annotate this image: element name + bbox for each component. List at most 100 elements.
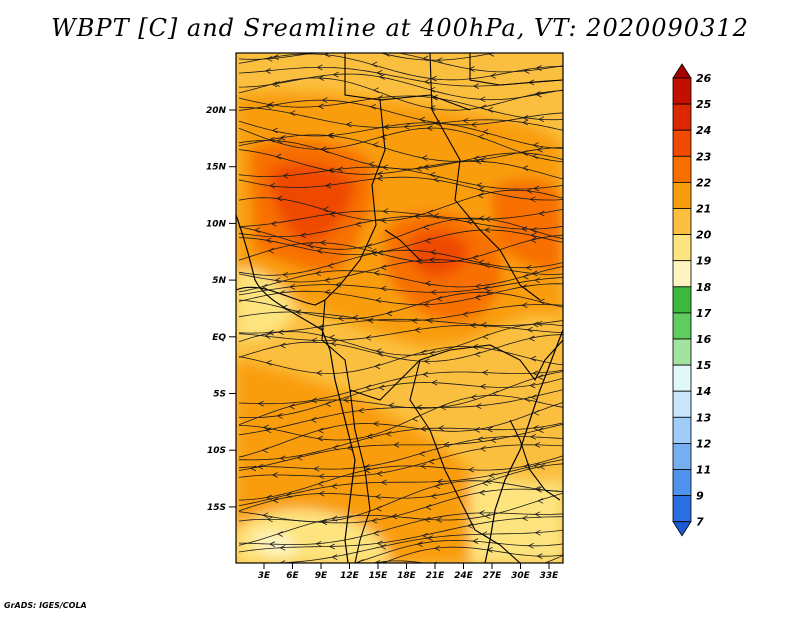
streamline: [354, 539, 563, 563]
streamline-arrow: [328, 543, 335, 550]
streamline-arrow: [416, 541, 423, 547]
streamline-arrow: [429, 86, 436, 93]
streamline-arrow: [357, 559, 364, 563]
streamline-arrow: [416, 258, 423, 265]
streamline-arrow: [262, 447, 269, 454]
streamline-arrow: [530, 227, 537, 233]
streamline-arrow: [321, 97, 328, 104]
streamline-arrow: [310, 417, 317, 423]
streamline-arrow: [490, 437, 497, 444]
streamline-arrow: [365, 334, 372, 341]
lat-tick-label: 10N: [206, 219, 227, 229]
lon-tick-label: 24E: [454, 571, 474, 581]
streamline-arrow: [472, 254, 479, 261]
streamline-arrow: [273, 81, 280, 87]
streamline-arrow: [466, 522, 473, 529]
streamline-arrow: [485, 478, 492, 485]
streamline-arrow: [535, 486, 542, 493]
streamline-arrow: [367, 317, 374, 324]
streamline-arrow: [529, 433, 536, 440]
streamline-arrow: [315, 270, 322, 277]
streamline-arrow: [477, 436, 484, 443]
streamline-arrow: [330, 340, 337, 347]
streamline-arrow: [426, 317, 433, 324]
colorbar-label: 7: [696, 516, 704, 529]
lon-tick-label: 15E: [369, 571, 389, 581]
streamline-arrow: [368, 161, 375, 168]
streamline-arrow: [345, 121, 352, 128]
streamline-arrow: [418, 450, 425, 457]
streamline-arrow: [429, 171, 436, 178]
streamline-arrow: [430, 249, 437, 256]
lat-tick-label: 15S: [207, 503, 226, 513]
chart-title: WBPT [C] and Sreamline at 400hPa, VT: 20…: [51, 14, 749, 42]
streamline-arrow: [370, 103, 377, 110]
streamline-arrow: [279, 455, 286, 462]
streamline-arrow: [337, 315, 344, 322]
streamline-arrow: [322, 147, 329, 154]
streamline-arrow: [365, 384, 372, 391]
streamline-arrow: [380, 285, 387, 292]
streamline: [238, 291, 563, 320]
lon-tick-label: 3E: [258, 571, 271, 581]
streamline-arrow: [336, 166, 343, 173]
streamline-arrow: [529, 382, 536, 389]
streamline-arrow: [377, 350, 384, 357]
streamline-arrow: [421, 155, 428, 161]
streamline-arrow: [483, 262, 490, 269]
streamline-arrow: [267, 101, 274, 108]
streamline: [238, 134, 563, 162]
streamline-arrow: [317, 480, 324, 487]
streamline-arrow: [422, 55, 429, 62]
streamline-arrow: [414, 327, 421, 333]
streamline: [238, 73, 563, 101]
streamline: [238, 304, 563, 322]
streamline-arrow: [436, 295, 443, 302]
colorbar-label: 25: [696, 98, 712, 111]
streamline-arrow: [522, 165, 529, 171]
colorbar-label: 16: [696, 333, 712, 346]
streamline-arrow: [470, 121, 477, 128]
streamline-arrow: [422, 164, 429, 170]
streamline-arrow: [378, 74, 385, 80]
colorbar-swatch: [672, 469, 692, 497]
streamline-arrow: [421, 532, 428, 539]
streamline-arrow: [420, 349, 427, 356]
streamline-arrow: [473, 155, 480, 162]
streamline: [238, 77, 563, 111]
streamline-arrow: [343, 397, 350, 403]
streamline-arrow: [370, 248, 377, 255]
streamline: [238, 492, 563, 546]
streamline-arrow: [423, 358, 430, 365]
streamline-arrow: [481, 369, 488, 376]
streamline-arrow: [313, 465, 320, 472]
streamline-arrow: [521, 226, 528, 232]
streamline-arrow: [413, 213, 420, 220]
streamline: [238, 149, 563, 180]
streamline-arrow: [473, 427, 480, 433]
streamline-arrow: [521, 564, 526, 569]
streamline-arrow: [527, 542, 534, 549]
streamline-arrow: [533, 185, 540, 192]
colorbar-swatch: [672, 286, 692, 314]
streamline-arrow: [276, 531, 283, 537]
streamline-arrow: [462, 117, 469, 124]
streamline-arrow: [462, 311, 469, 318]
streamline: [238, 53, 563, 81]
streamline-arrow: [538, 298, 545, 305]
streamline-arrow: [537, 427, 544, 433]
streamline: [238, 318, 563, 334]
streamline-arrow: [376, 171, 383, 177]
streamline-arrow: [390, 513, 397, 520]
streamline-arrow: [433, 176, 440, 183]
streamline-arrow: [478, 489, 485, 496]
colorbar-swatch: [672, 155, 692, 183]
streamline-arrow: [324, 277, 331, 284]
streamline-arrow: [478, 510, 485, 516]
streamline-arrow: [484, 513, 491, 520]
streamline-arrow: [380, 543, 387, 550]
streamline: [238, 127, 563, 162]
streamline-arrow: [530, 355, 537, 362]
streamline-arrow: [437, 425, 444, 431]
streamline-arrow: [530, 394, 537, 401]
